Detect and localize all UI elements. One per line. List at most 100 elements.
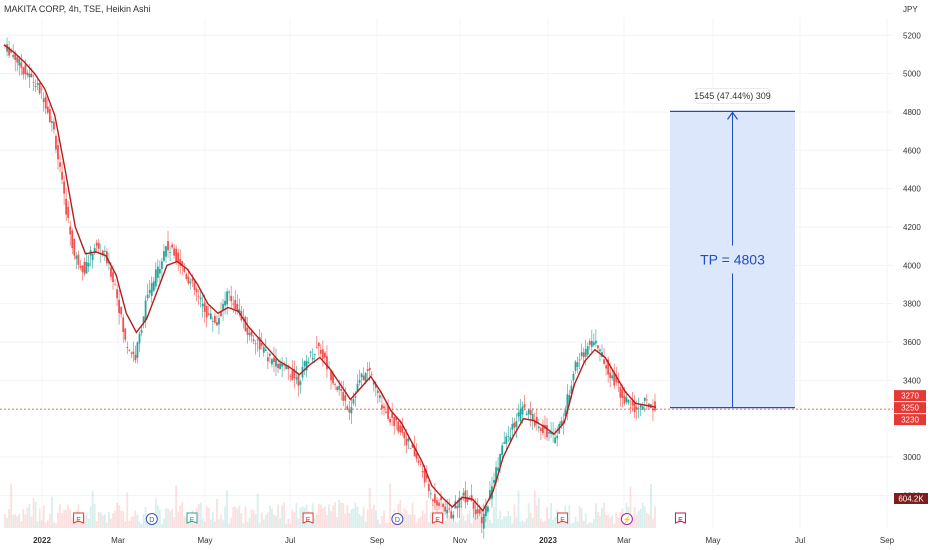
y-tick-label: 3400	[903, 376, 921, 385]
x-tick-label: Jul	[795, 536, 805, 545]
volume-bar	[24, 514, 27, 528]
candle-body	[116, 289, 118, 299]
volume-bar	[652, 518, 654, 528]
candle-body	[572, 373, 575, 381]
volume-bar	[654, 505, 656, 528]
volume-bar	[163, 518, 165, 528]
candle-body	[144, 300, 147, 320]
candle-body	[120, 306, 123, 315]
candle-body	[220, 311, 222, 317]
candle-body	[613, 372, 616, 386]
candle-body	[75, 255, 78, 259]
volume-bar	[71, 517, 74, 528]
event-marker-label: E	[678, 517, 683, 524]
volume-bar	[258, 522, 261, 528]
candle-body	[324, 352, 326, 358]
candle-body	[376, 390, 379, 393]
candle-body	[482, 513, 485, 529]
candle-body	[167, 240, 169, 251]
candle-body	[14, 52, 17, 61]
candle-body	[639, 404, 642, 408]
volume-bar	[560, 516, 563, 528]
candle-body	[340, 388, 343, 391]
volume-bar	[542, 522, 544, 528]
candle-body	[158, 269, 161, 274]
volume-bar	[183, 516, 186, 528]
candle-body	[607, 359, 610, 375]
projection-stat-box	[695, 87, 770, 104]
volume-bar	[281, 505, 284, 528]
target-projection[interactable]: TP = 4803 1545 (47.44%) 309	[670, 87, 795, 409]
volume-bar	[529, 512, 532, 528]
volume-bar	[487, 504, 489, 528]
volume-bar	[417, 518, 420, 528]
candle-body	[232, 303, 235, 305]
volume-bar	[584, 513, 587, 528]
volume-bar	[521, 520, 524, 528]
candle-body	[537, 426, 540, 429]
volume-bar	[497, 518, 499, 528]
candle-body	[197, 295, 200, 297]
candle-body	[63, 181, 66, 194]
earnings-icon	[674, 512, 686, 524]
candle-body	[83, 261, 86, 274]
candle-body	[450, 511, 453, 519]
candle-body	[609, 372, 612, 379]
volume-bar	[411, 502, 414, 528]
candle-body	[631, 400, 634, 406]
candle-body	[103, 250, 106, 252]
candle-body	[458, 497, 461, 508]
y-tick-label: 5200	[903, 31, 921, 40]
volume-bar	[592, 519, 595, 528]
volume-bar	[444, 520, 447, 528]
price-tag-label: 3250	[901, 404, 919, 413]
price-axis[interactable]: 5200 5000 4800 4600 4400 4200 4000 3800 3600 3400…	[903, 31, 921, 500]
volume-bar	[458, 520, 461, 528]
volume-bar	[114, 510, 116, 528]
candle-body	[415, 453, 418, 459]
time-axis[interactable]: 2022 Mar May Jul Sep Nov 2023 Mar May Jul Sep	[33, 536, 895, 545]
volume-bar	[317, 503, 320, 528]
volume-bar	[222, 520, 224, 528]
candle-body	[122, 317, 125, 333]
volume-bar	[63, 510, 66, 528]
volume-bar	[605, 514, 607, 528]
candle-body	[152, 281, 155, 292]
volume-bar	[572, 522, 575, 528]
candle-body	[189, 281, 192, 284]
volume-bar	[260, 512, 263, 528]
volume-bar	[181, 502, 184, 528]
price-tag	[894, 414, 926, 426]
candle-body	[434, 494, 436, 503]
volume-bar	[97, 511, 100, 528]
candle-body	[578, 359, 581, 361]
candle-body	[464, 490, 467, 503]
volume-bar	[144, 507, 147, 528]
event-marker-label: D	[149, 517, 154, 524]
volume-bar	[4, 514, 6, 528]
volume-bar	[291, 509, 294, 528]
candle-body	[399, 425, 402, 433]
volume-bar	[256, 493, 259, 528]
volume-bar	[344, 513, 347, 528]
volume-bar	[46, 520, 49, 528]
candle-body	[391, 413, 394, 418]
volume-bar	[511, 523, 514, 528]
candle-body	[69, 226, 72, 235]
candle-body	[478, 509, 481, 514]
volume-bar	[230, 517, 233, 528]
candle-body	[527, 409, 530, 415]
volume-bar	[197, 504, 200, 528]
candle-body	[110, 267, 112, 277]
volume-bar	[403, 508, 406, 528]
candle-body	[40, 88, 43, 90]
candle-body	[177, 252, 180, 263]
volume-bar	[315, 513, 318, 528]
volume-bar	[330, 510, 332, 528]
volume-bar	[73, 519, 76, 528]
volume-bar	[16, 516, 19, 528]
volume-bar	[362, 506, 365, 528]
candle-body	[55, 135, 57, 150]
candle-body	[91, 254, 94, 261]
